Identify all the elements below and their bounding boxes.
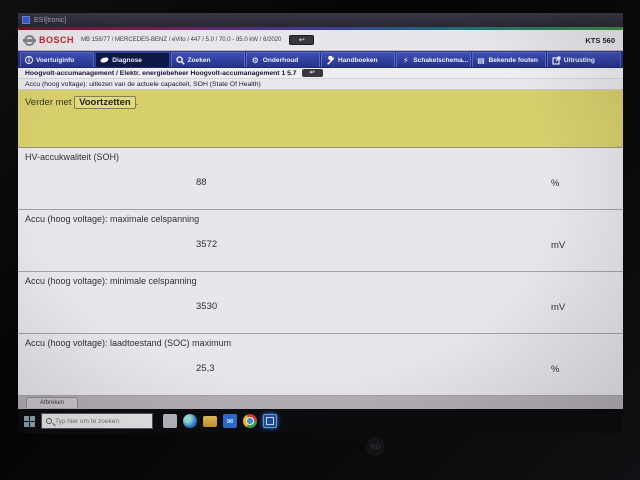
search-input[interactable] — [55, 417, 145, 425]
measurement-value: 3530 — [196, 301, 218, 312]
measurement-row: Accu (hoog voltage): maximale celspannin… — [18, 210, 623, 272]
windows-start-button[interactable] — [24, 415, 35, 427]
taskbar-search[interactable] — [41, 413, 153, 429]
measurement-row: Accu (hoog voltage): minimale celspannin… — [18, 272, 623, 334]
tab-bekende-fouten[interactable]: ▤ Bekende fouten — [471, 52, 546, 67]
laptop-screen: ESI[tronic] BOSCH MB 158/77 / MERCEDES-B… — [18, 13, 623, 433]
tab-label: Schakelschema... — [413, 56, 469, 64]
tab-diagnose[interactable]: Diagnose — [95, 52, 170, 67]
windows-taskbar: ✉ — [18, 409, 623, 433]
tab-zoeken[interactable]: Zoeken — [170, 52, 245, 67]
measurement-label: Accu (hoog voltage): minimale celspannin… — [25, 276, 197, 286]
footer-strip: Afbreken — [18, 396, 623, 409]
app-icon-file-explorer[interactable] — [203, 415, 217, 427]
window-title: ESI[tronic] — [34, 16, 67, 24]
breadcrumb: Hoogvolt-accumanagement / Elektr. energi… — [18, 68, 623, 79]
hp-logo: hp — [366, 437, 385, 456]
tab-label: Onderhoud — [262, 56, 299, 64]
main-tabbar: i Voertuiginfo Diagnose Zoeken ⚙ Onderho… — [18, 51, 623, 68]
measurement-row: Accu (hoog voltage): laadtoestand (SOC) … — [18, 334, 623, 396]
header-back-button[interactable]: ↩ — [289, 35, 315, 45]
tab-label: Voertuiginfo — [36, 56, 75, 64]
measurement-list: HV-accukwaliteit (SOH) 88 % Accu (hoog v… — [18, 148, 623, 396]
info-icon: i — [25, 56, 33, 64]
test-step-title-text: Accu (hoog voltage): uitlezen van de act… — [25, 80, 261, 88]
measurement-label: Accu (hoog voltage): maximale celspannin… — [25, 214, 200, 224]
instruction-banner: Verder met Voortzetten. — [18, 90, 623, 148]
measurement-value: 3572 — [196, 239, 218, 250]
search-icon — [175, 55, 185, 65]
banner-suffix: . — [135, 97, 139, 108]
device-label: KTS 560 — [585, 35, 615, 45]
tab-label: Uitrusting — [563, 56, 595, 64]
app-icon-mail[interactable]: ✉ — [223, 414, 237, 428]
header-bar: BOSCH MB 158/77 / MERCEDES-BENZ / eVito … — [18, 30, 623, 51]
book-icon: ▤ — [477, 55, 485, 65]
vehicle-info: MB 158/77 / MERCEDES-BENZ / eVito / 447 … — [81, 37, 282, 43]
tab-label: Diagnose — [112, 56, 142, 64]
app-icon-chrome[interactable] — [243, 414, 257, 428]
banner-text: Verder met — [25, 97, 72, 108]
search-icon — [46, 418, 52, 424]
breadcrumb-back-button[interactable]: ↩ — [301, 69, 323, 77]
app-icon-edge[interactable] — [183, 414, 197, 428]
app-icon-store[interactable] — [163, 414, 177, 428]
afbreken-button[interactable]: Afbreken — [26, 397, 78, 408]
tab-voertuiginfo[interactable]: i Voertuiginfo — [20, 52, 95, 67]
measurement-row: HV-accukwaliteit (SOH) 88 % — [18, 148, 623, 210]
measurement-unit: mV — [551, 302, 566, 313]
measurement-label: Accu (hoog voltage): laadtoestand (SOC) … — [25, 338, 232, 348]
tab-label: Handboeken — [338, 56, 378, 64]
tab-handboeken[interactable]: Handboeken — [321, 52, 396, 67]
breadcrumb-path: Hoogvolt-accumanagement / Elektr. energi… — [25, 69, 297, 77]
bosch-supergraphic-stripe — [18, 27, 623, 30]
tab-label: Bekende fouten — [488, 56, 538, 64]
measurement-value: 25,3 — [196, 363, 215, 374]
voortzetten-button[interactable]: Voortzetten — [74, 96, 136, 109]
bosch-brand: BOSCH — [39, 35, 75, 45]
measurement-label: HV-accukwaliteit (SOH) — [25, 152, 120, 162]
gear-icon: ⚙ — [251, 55, 259, 65]
wrench-icon — [326, 55, 335, 65]
test-step-title: Accu (hoog voltage): uitlezen van de act… — [18, 79, 623, 90]
measurement-unit: % — [551, 178, 560, 189]
app-window-icon — [22, 16, 30, 24]
measurement-unit: mV — [551, 240, 566, 251]
tab-label: Zoeken — [187, 56, 211, 64]
app-icon-esitronic-active[interactable] — [263, 414, 277, 428]
bosch-logo-icon — [23, 34, 36, 46]
measurement-unit: % — [551, 364, 560, 375]
tab-uitrusting[interactable]: Uitrusting — [546, 52, 621, 67]
equipment-icon — [552, 55, 561, 65]
tab-schakelschema[interactable]: ⚡ Schakelschema... — [396, 52, 471, 67]
measurement-value: 88 — [196, 177, 207, 188]
taskbar-apps: ✉ — [163, 414, 277, 428]
window-titlebar: ESI[tronic] — [18, 13, 623, 27]
lightning-icon: ⚡ — [402, 55, 409, 65]
tab-onderhoud[interactable]: ⚙ Onderhoud — [245, 52, 320, 67]
diagnose-icon — [100, 56, 109, 65]
